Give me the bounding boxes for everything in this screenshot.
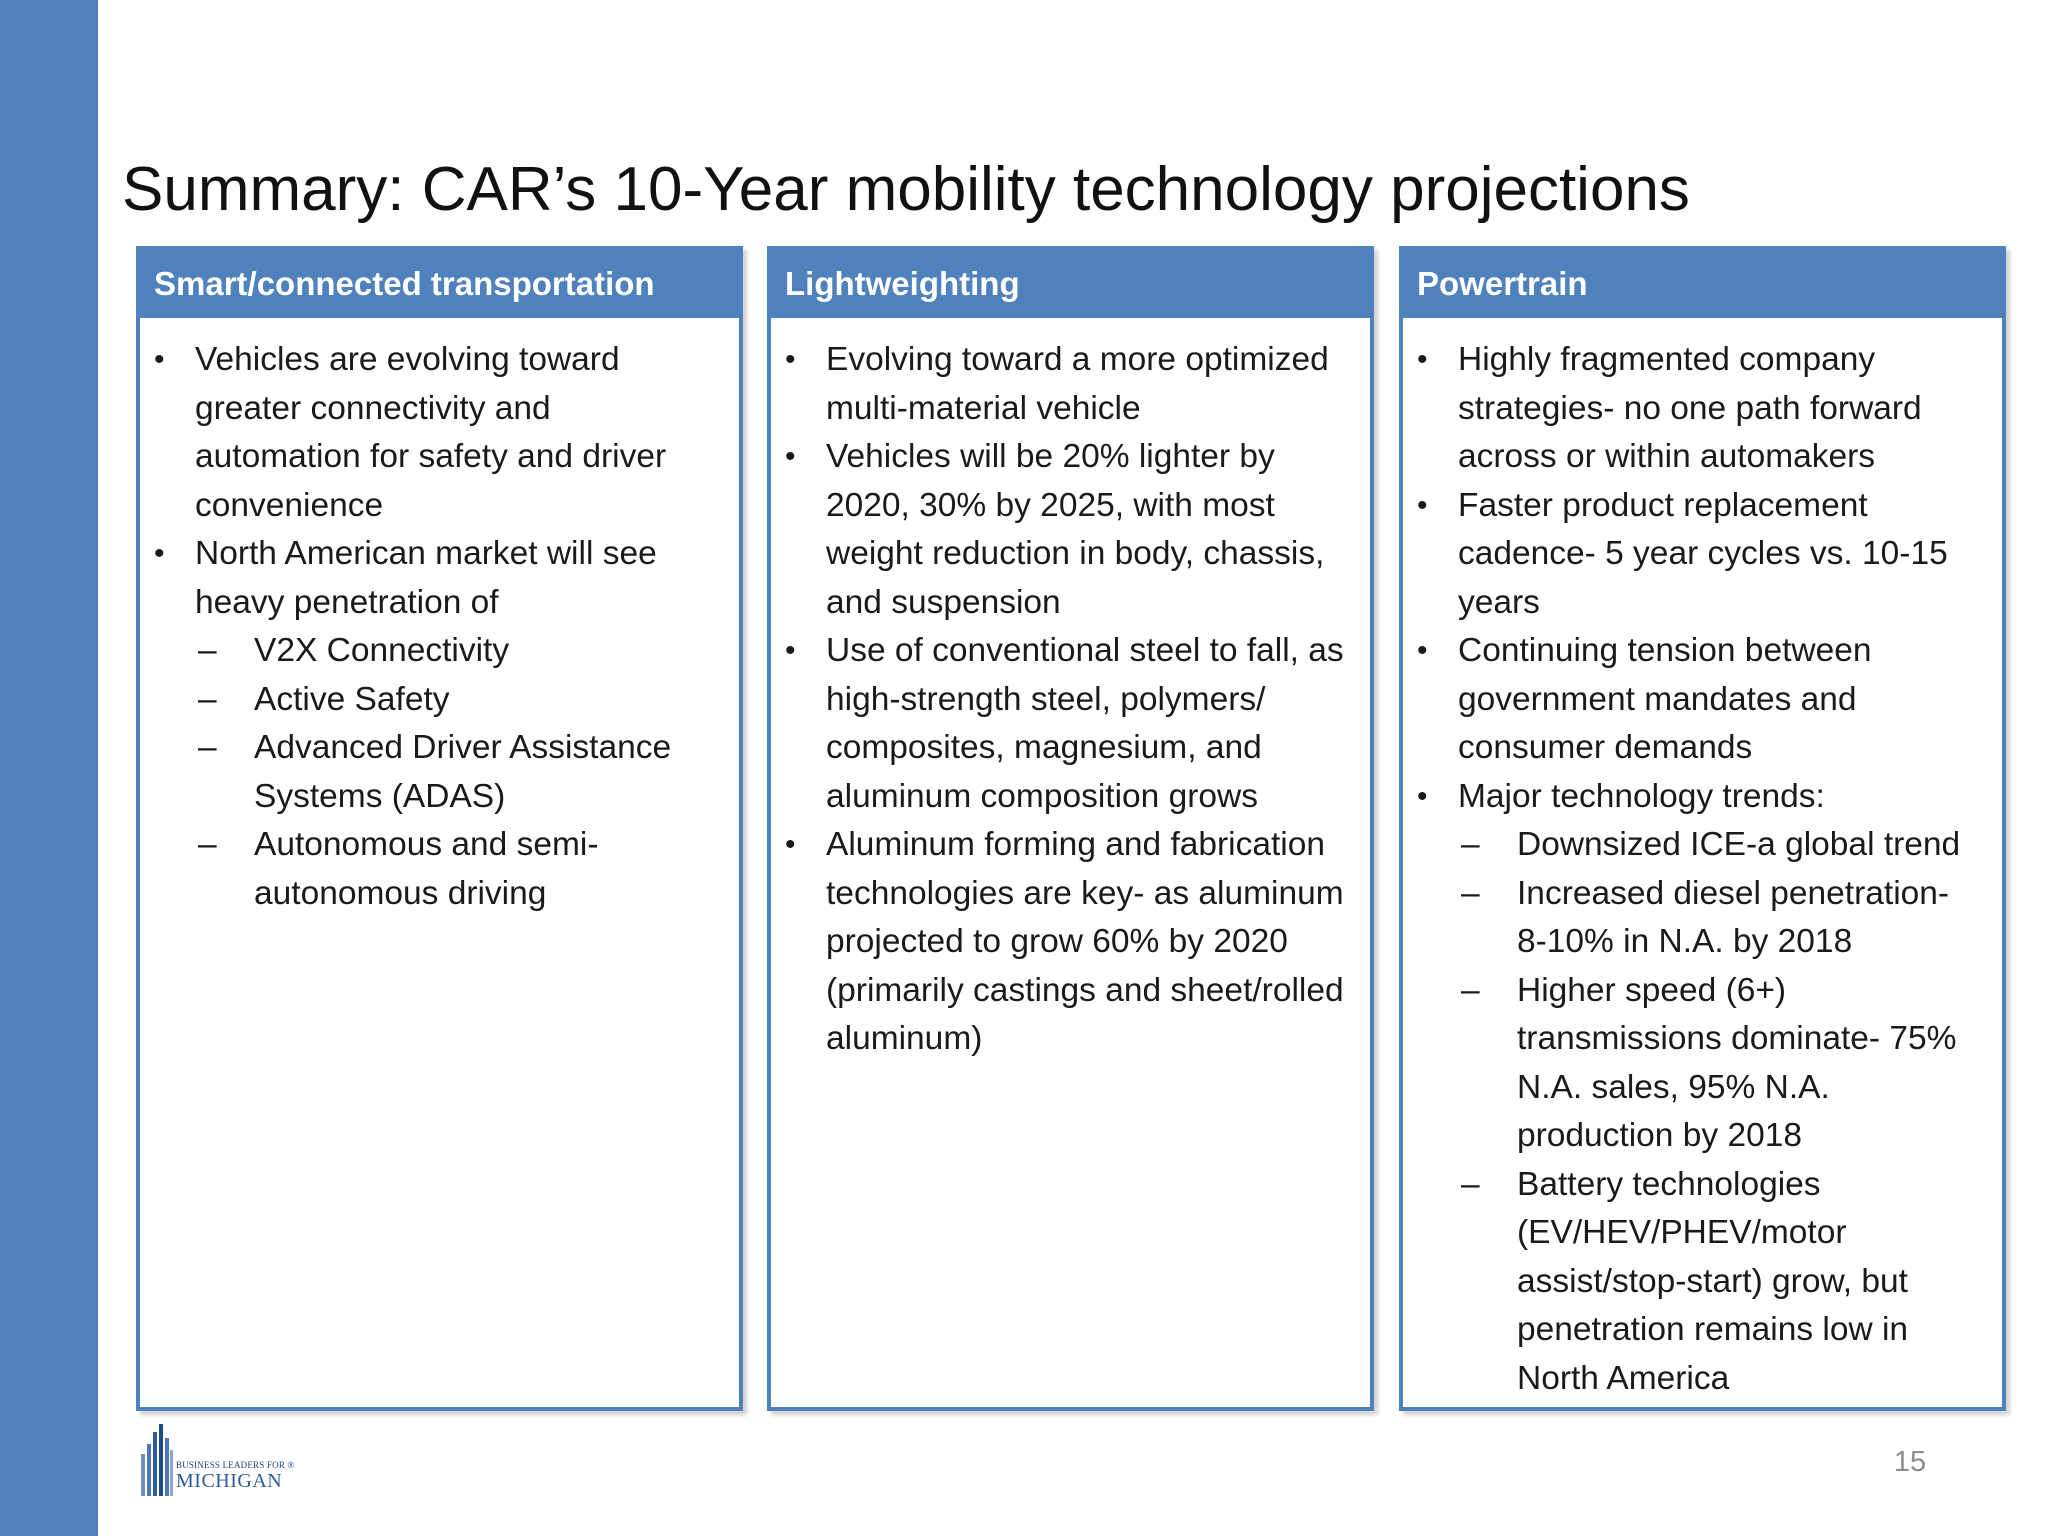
item-text: Active Safety: [254, 680, 450, 718]
dash-marker: –: [198, 729, 217, 766]
item-text: Autonomous and semi-autonomous driving: [254, 826, 599, 912]
sub-bullet-item: – Autonomous and semi-autonomous driving: [154, 821, 725, 918]
slide-title: Summary: CAR’s 10-Year mobility technolo…: [122, 155, 1690, 224]
item-text: North American market will see heavy pen…: [195, 535, 657, 621]
item-text: Downsized ICE-a global trend: [1517, 826, 1961, 863]
dash-marker: –: [1461, 1165, 1480, 1203]
panel-header: Powertrain: [1403, 250, 2002, 318]
bullet-marker: •: [1417, 343, 1428, 376]
sub-bullet-item: – Downsized ICE-a global trend: [1417, 821, 1988, 870]
sub-bullet-item: – Battery technologies (EV/HEV/PHEV/motor…: [1417, 1161, 1988, 1404]
item-text: Evolving toward a more optimized multi-m…: [826, 341, 1329, 427]
item-text: Highly fragmented company strategies- no…: [1458, 341, 1922, 475]
bullet-marker: •: [785, 343, 796, 376]
dash-marker: –: [1461, 826, 1480, 863]
bullet-marker: •: [1417, 488, 1428, 522]
panel-body: • Vehicles are evolving toward greater co…: [140, 318, 739, 918]
panel-header: Lightweighting: [771, 250, 1370, 318]
sub-bullet-item: – V2X Connectivity: [154, 627, 725, 676]
item-text: Vehicles are evolving toward greater con…: [195, 341, 667, 524]
item-text: Continuing tension between government ma…: [1458, 632, 1872, 766]
sub-bullet-item: – Higher speed (6+) transmissions dominat…: [1417, 967, 1988, 1161]
item-text: Faster product replacement cadence- 5 ye…: [1458, 486, 1948, 621]
building-bars-icon: [141, 1424, 173, 1496]
sub-bullet-item: – Advanced Driver Assistance Systems (ADA…: [154, 724, 725, 821]
sub-bullet-item: – Increased diesel penetration- 8-10% in …: [1417, 870, 1988, 967]
item-text: Vehicles will be 20% lighter by 2020, 30…: [826, 438, 1325, 621]
business-leaders-logo: BUSINESS LEADERS FOR ® MICHIGAN: [140, 1424, 300, 1496]
bullet-marker: •: [785, 634, 796, 667]
panel-powertrain: Powertrain • Highly fragmented company st…: [1399, 246, 2006, 1411]
dash-marker: –: [198, 826, 217, 863]
bullet-item: • Vehicles are evolving toward greater co…: [154, 336, 725, 530]
bullet-item: • Vehicles will be 20% lighter by 2020, 3…: [785, 433, 1356, 627]
bullet-item: • Continuing tension between government m…: [1417, 627, 1988, 773]
bullet-marker: •: [154, 537, 165, 570]
logo-tagline: BUSINESS LEADERS FOR ®: [176, 1460, 295, 1470]
panel-smart-connected: Smart/connected transportation • Vehicles…: [136, 246, 743, 1411]
bullet-item: • Evolving toward a more optimized multi-…: [785, 336, 1356, 433]
dash-marker: –: [1461, 874, 1480, 912]
bullet-marker: •: [1417, 779, 1428, 813]
bullet-item: • Aluminum forming and fabrication techno…: [785, 821, 1356, 1064]
item-text: Advanced Driver Assistance Systems (ADAS…: [254, 729, 672, 815]
dash-marker: –: [198, 680, 217, 718]
item-text: Higher speed (6+) transmissions dominate…: [1517, 971, 1957, 1155]
dash-marker: –: [198, 632, 217, 669]
bullet-marker: •: [154, 343, 165, 376]
bullet-marker: •: [785, 828, 796, 861]
sub-bullet-item: – Active Safety: [154, 676, 725, 725]
item-text: Battery technologies (EV/HEV/PHEV/motor …: [1517, 1165, 1909, 1397]
panel-lightweighting: Lightweighting • Evolving toward a more o…: [767, 246, 1374, 1411]
page-number: 15: [1893, 1446, 1927, 1478]
panel-body: • Highly fragmented company strategies- n…: [1403, 318, 2002, 1403]
item-text: Aluminum forming and fabrication technol…: [826, 826, 1344, 1057]
bullet-item: • Highly fragmented company strategies- n…: [1417, 336, 1988, 482]
item-text: Increased diesel penetration- 8-10% in N…: [1517, 874, 1950, 961]
item-text: Major technology trends:: [1458, 777, 1825, 815]
bullet-item: • North American market will see heavy pe…: [154, 530, 725, 627]
left-accent-bar: [0, 0, 98, 1536]
panel-body: • Evolving toward a more optimized multi-…: [771, 318, 1370, 1064]
item-text: V2X Connectivity: [254, 632, 510, 669]
bullet-marker: •: [1417, 634, 1428, 667]
bullet-item: • Faster product replacement cadence- 5 y…: [1417, 482, 1988, 628]
bullet-marker: •: [785, 440, 796, 473]
panel-header: Smart/connected transportation: [140, 250, 739, 318]
dash-marker: –: [1461, 971, 1480, 1009]
logo-wordmark: MICHIGAN: [176, 1470, 283, 1492]
bullet-item: • Use of conventional steel to fall, as h…: [785, 627, 1356, 821]
item-text: Use of conventional steel to fall, as hi…: [826, 632, 1344, 815]
bullet-item: • Major technology trends:: [1417, 773, 1988, 822]
